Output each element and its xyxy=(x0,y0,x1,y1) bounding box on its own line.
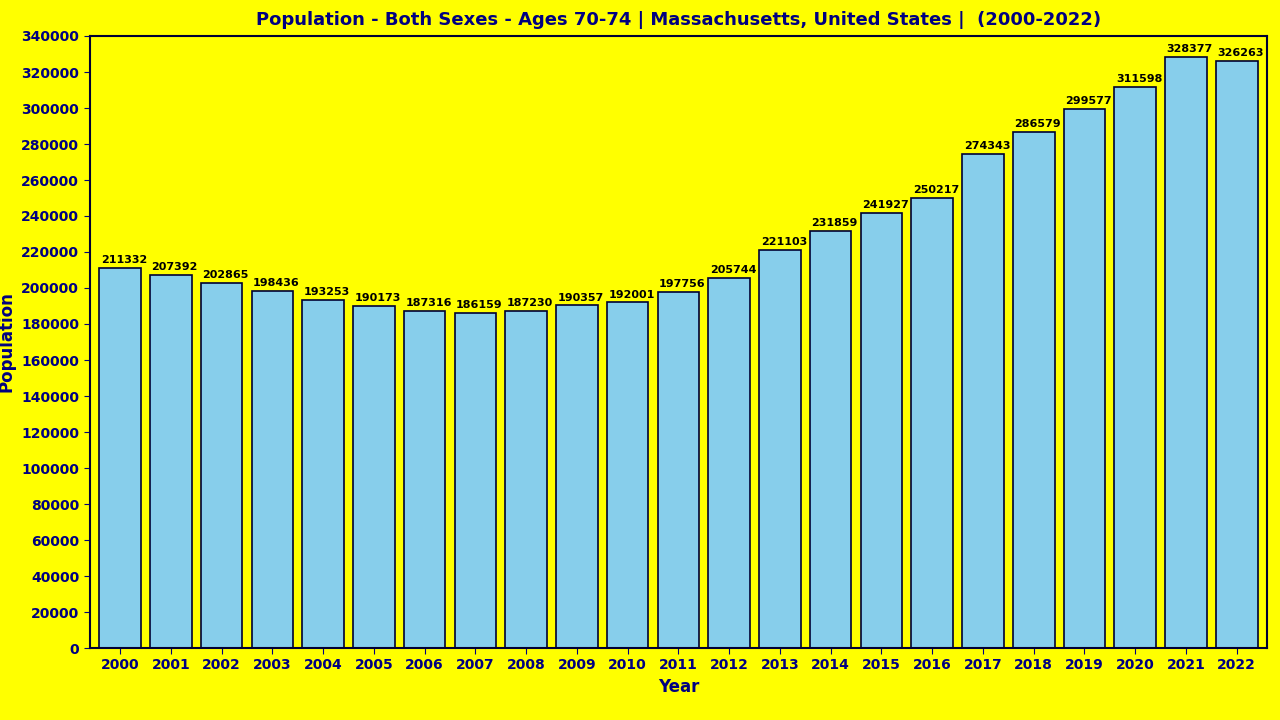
Text: 221103: 221103 xyxy=(760,238,806,247)
Text: 197756: 197756 xyxy=(659,279,705,289)
Text: 187316: 187316 xyxy=(406,298,452,308)
Text: 198436: 198436 xyxy=(253,278,300,288)
Bar xyxy=(1064,109,1106,648)
Text: 193253: 193253 xyxy=(303,287,349,297)
Bar xyxy=(860,212,902,648)
Bar xyxy=(454,313,497,648)
Text: 328377: 328377 xyxy=(1166,44,1213,54)
Bar xyxy=(963,154,1004,648)
Text: 207392: 207392 xyxy=(151,262,198,272)
Bar xyxy=(1216,60,1257,648)
Bar xyxy=(302,300,344,648)
Text: 192001: 192001 xyxy=(608,289,655,300)
Bar xyxy=(1165,57,1207,648)
Text: 241927: 241927 xyxy=(863,200,909,210)
Bar xyxy=(556,305,598,648)
Bar xyxy=(403,311,445,648)
Text: 274343: 274343 xyxy=(964,142,1010,151)
Y-axis label: Population: Population xyxy=(0,292,15,392)
Text: 202865: 202865 xyxy=(202,270,248,280)
Bar xyxy=(759,250,801,648)
Bar xyxy=(810,230,851,648)
Bar xyxy=(607,302,649,648)
Bar xyxy=(353,306,394,648)
Bar xyxy=(658,292,699,648)
Text: 211332: 211332 xyxy=(101,255,147,265)
Text: 186159: 186159 xyxy=(456,300,503,310)
Text: 190357: 190357 xyxy=(558,292,604,302)
X-axis label: Year: Year xyxy=(658,678,699,696)
Text: 190173: 190173 xyxy=(355,293,401,303)
Bar xyxy=(1115,87,1156,648)
Text: 299577: 299577 xyxy=(1065,96,1112,106)
Bar xyxy=(506,311,547,648)
Text: 326263: 326263 xyxy=(1217,48,1263,58)
Text: 187230: 187230 xyxy=(507,298,553,308)
Bar xyxy=(150,275,192,648)
Text: 231859: 231859 xyxy=(812,218,858,228)
Title: Population - Both Sexes - Ages 70-74 | Massachusetts, United States |  (2000-202: Population - Both Sexes - Ages 70-74 | M… xyxy=(256,11,1101,29)
Bar xyxy=(201,283,242,648)
Text: 311598: 311598 xyxy=(1116,74,1162,84)
Bar xyxy=(100,268,141,648)
Bar xyxy=(251,291,293,648)
Text: 286579: 286579 xyxy=(1015,120,1061,130)
Bar xyxy=(708,278,750,648)
Bar xyxy=(911,197,954,648)
Text: 205744: 205744 xyxy=(710,265,756,275)
Bar xyxy=(1012,132,1055,648)
Text: 250217: 250217 xyxy=(913,185,959,195)
